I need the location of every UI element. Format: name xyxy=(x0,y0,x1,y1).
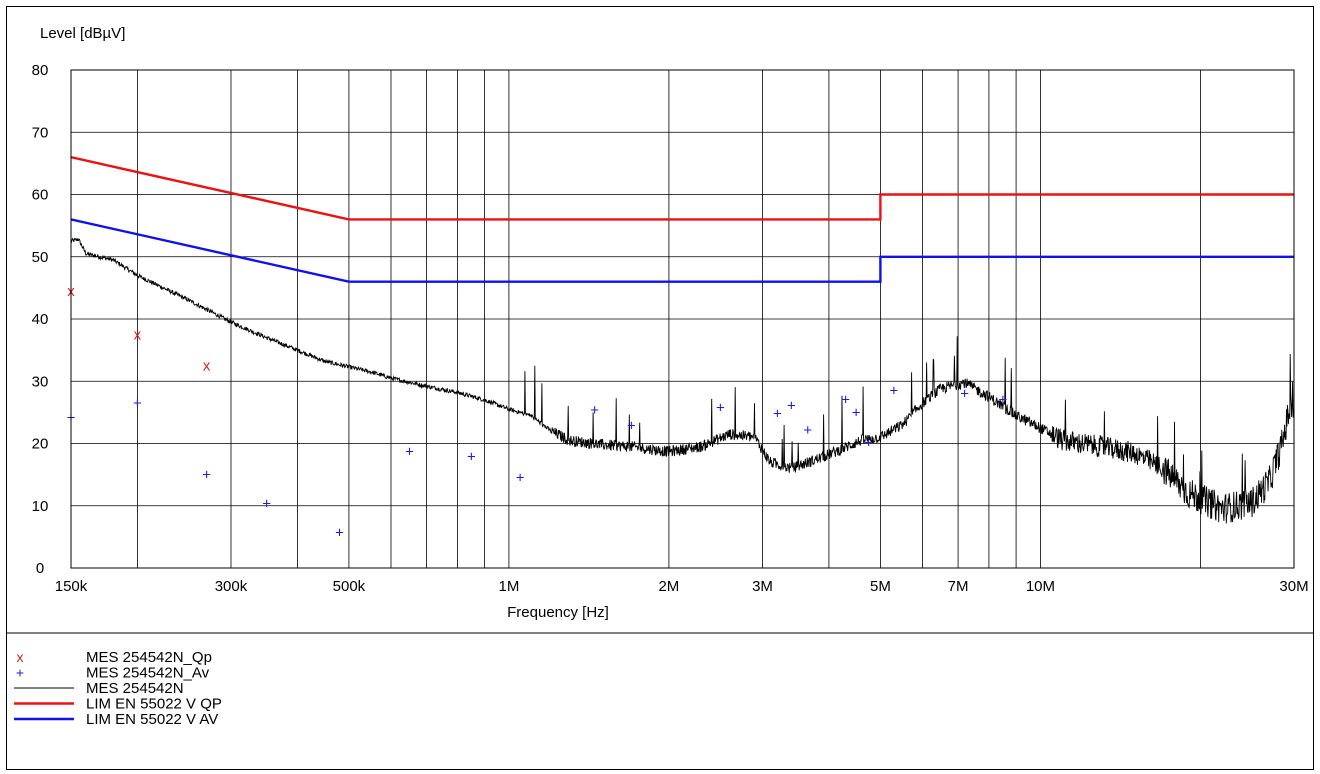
y-axis-label: Level [dBµV] xyxy=(40,25,125,42)
data-point-marker: + xyxy=(202,467,211,484)
x-tick-label: 1M xyxy=(498,578,519,595)
limit-line xyxy=(71,218,1294,283)
x-axis-label: Frequency [Hz] xyxy=(507,604,609,621)
y-tick-label: 70 xyxy=(32,124,49,141)
plot-area-border xyxy=(70,69,1295,569)
legend-label: MES 254542N_Qp xyxy=(86,649,212,666)
x-tick-label: 3M xyxy=(752,578,773,595)
x-tick-label: 30M xyxy=(1279,578,1308,595)
data-point-marker: + xyxy=(852,404,861,421)
data-point-marker: + xyxy=(335,525,344,542)
limit-line xyxy=(71,156,1294,221)
x-tick-label: 7M xyxy=(948,578,969,595)
data-point-marker: x xyxy=(203,358,211,375)
y-tick-label: 80 xyxy=(32,62,49,79)
y-tick-label: 50 xyxy=(32,249,49,266)
y-tick-label: 10 xyxy=(32,498,49,515)
data-point-marker: + xyxy=(889,383,898,400)
data-point-marker: + xyxy=(716,399,725,416)
y-axis-ticks: 0 10 20 30 40 50 60 70 80 xyxy=(32,62,49,577)
y-tick-label: 20 xyxy=(32,436,49,453)
y-tick-label: 30 xyxy=(32,373,49,390)
data-point-marker: + xyxy=(999,391,1008,408)
x-tick-label: 5M xyxy=(870,578,891,595)
y-tick-label: 40 xyxy=(32,311,49,328)
data-point-marker: + xyxy=(803,422,812,439)
data-point-marker: + xyxy=(960,386,969,403)
data-point-marker: + xyxy=(590,402,599,419)
x-tick-label: 500k xyxy=(333,578,366,595)
legend-marker: x xyxy=(17,649,24,665)
data-markers: xxx++++++ +++++ + ++++++ + + xyxy=(67,283,1008,542)
y-tick-label: 0 xyxy=(36,560,44,577)
x-tick-label: 150k xyxy=(55,578,88,595)
legend-label: MES 254542N xyxy=(86,680,184,697)
data-point-marker: + xyxy=(133,395,142,412)
data-point-marker: + xyxy=(262,495,271,512)
data-point-marker: + xyxy=(627,417,636,434)
legend-label: MES 254542N_Av xyxy=(86,665,210,682)
data-point-marker: + xyxy=(516,470,525,487)
data-point-marker: + xyxy=(405,444,414,461)
data-point-marker: x xyxy=(134,327,142,344)
chart-frame xyxy=(6,6,1314,770)
x-axis-ticks: 150k 300k 500k 1M 2M 3M 5M 7M 10M 30M xyxy=(55,578,1309,595)
x-tick-label: 300k xyxy=(215,578,248,595)
data-traces xyxy=(71,156,1294,524)
data-point-marker: + xyxy=(864,434,873,451)
series-trace-line xyxy=(71,237,1294,524)
legend-label: LIM EN 55022 V AV xyxy=(86,711,218,728)
data-point-marker: + xyxy=(841,391,850,408)
x-tick-label: 10M xyxy=(1026,578,1055,595)
data-point-marker: + xyxy=(467,449,476,466)
data-point-marker: + xyxy=(773,406,782,423)
legend-label: LIM EN 55022 V QP xyxy=(86,696,222,713)
grid xyxy=(71,70,1294,568)
data-point-marker: + xyxy=(787,398,796,415)
legend-marker: + xyxy=(16,665,24,681)
y-tick-label: 60 xyxy=(32,187,49,204)
x-tick-label: 2M xyxy=(658,578,679,595)
